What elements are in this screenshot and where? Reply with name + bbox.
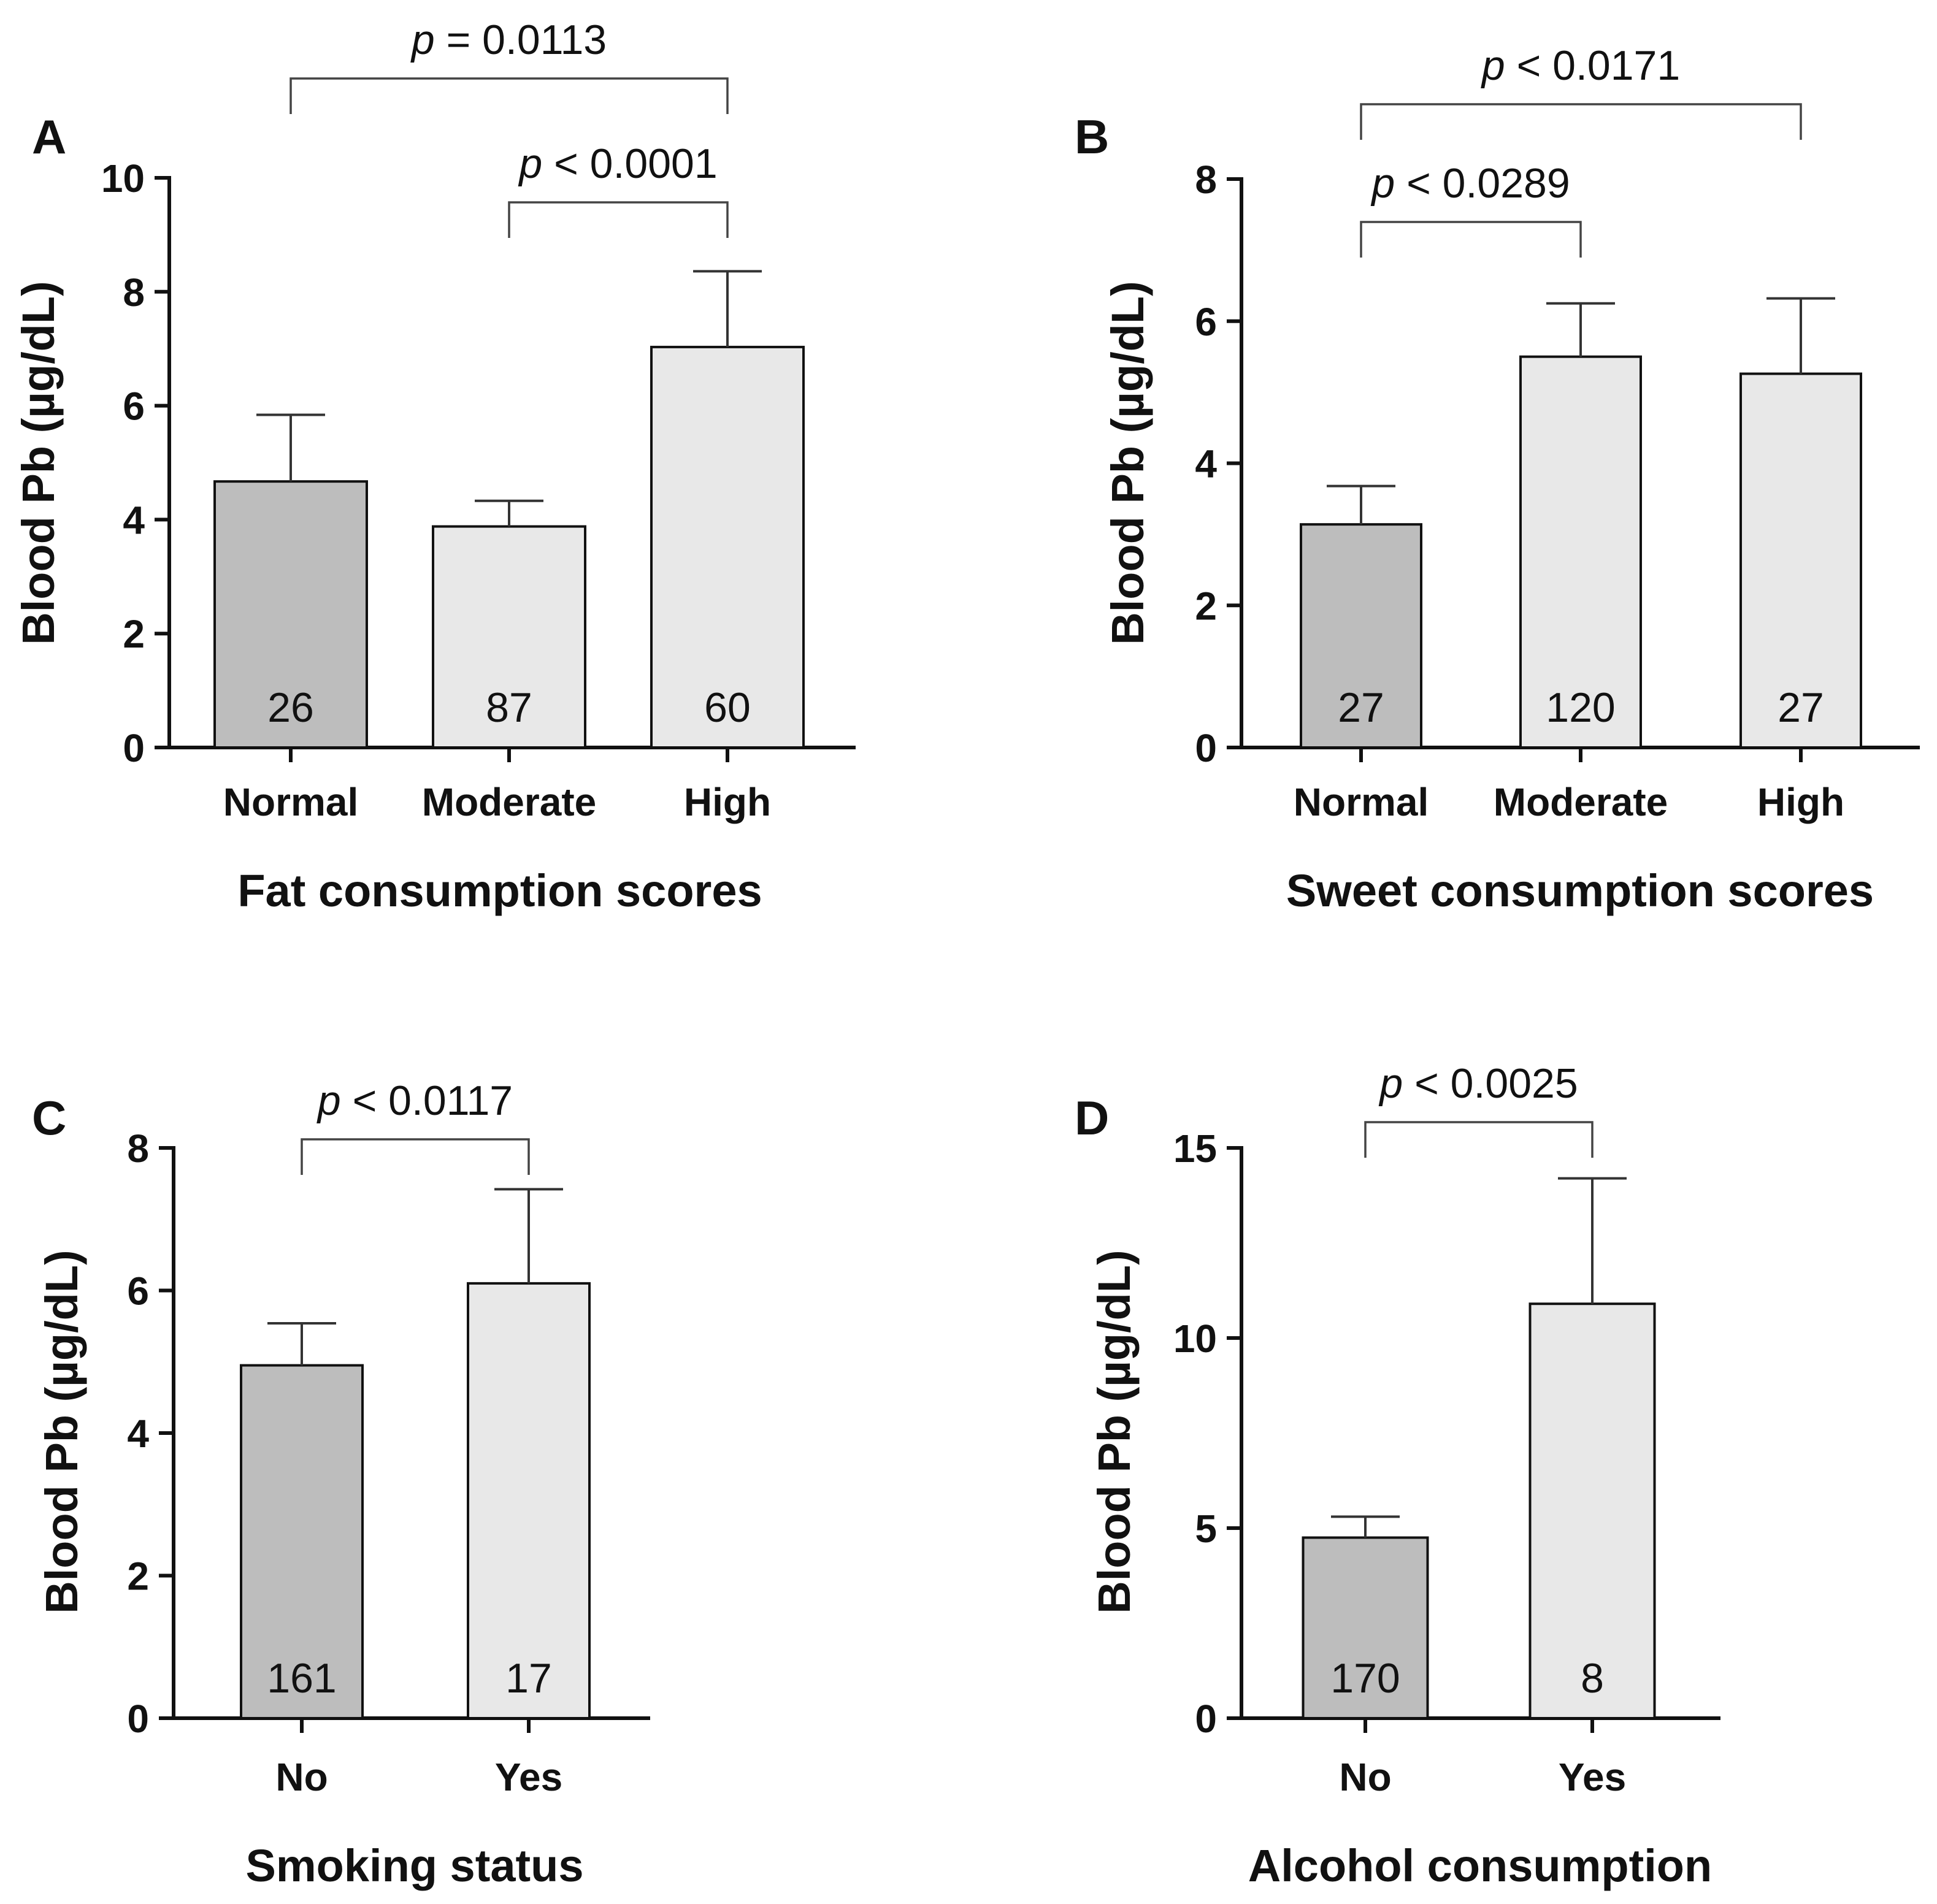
n-label: 170 — [1330, 1655, 1400, 1702]
panel-letter: C — [32, 1091, 66, 1145]
y-tick-label: 2 — [123, 612, 145, 656]
p-value-label: p < 0.0289 — [1370, 160, 1570, 207]
panel-letter: A — [32, 110, 66, 164]
n-label: 161 — [267, 1655, 336, 1702]
x-axis-title: Alcohol consumption — [1248, 1840, 1712, 1891]
y-tick-label: 15 — [1173, 1126, 1217, 1171]
y-tick-label: 8 — [127, 1126, 149, 1171]
p-value-label: p = 0.0113 — [410, 17, 607, 63]
y-axis-title: Blood Pb (µg/dL) — [36, 1250, 87, 1613]
category-label: High — [1757, 780, 1844, 824]
y-tick-label: 2 — [127, 1554, 149, 1599]
n-label: 27 — [1338, 684, 1384, 731]
bar — [1739, 372, 1862, 749]
category-label: High — [684, 780, 771, 824]
y-axis-title: Blood Pb (µg/dL) — [1102, 281, 1153, 644]
y-axis-title: Blood Pb (µg/dL) — [13, 281, 64, 644]
y-tick-label: 10 — [101, 156, 145, 201]
bar — [1302, 1536, 1429, 1719]
x-axis-title: Smoking status — [246, 1840, 584, 1891]
x-axis-title: Fat consumption scores — [237, 865, 762, 916]
bar — [467, 1282, 591, 1719]
y-tick-label: 4 — [127, 1412, 149, 1456]
y-tick-label: 5 — [1195, 1507, 1217, 1551]
category-label: No — [1339, 1755, 1391, 1799]
category-label: Normal — [1294, 780, 1429, 824]
panel-letter: D — [1075, 1091, 1109, 1145]
category-label: Normal — [223, 780, 359, 824]
p-value-label: p < 0.0171 — [1481, 42, 1680, 89]
p-value-label: p < 0.0001 — [518, 140, 717, 187]
y-tick-label: 0 — [123, 726, 145, 770]
p-value-label: p < 0.0025 — [1378, 1060, 1578, 1107]
significance-bracket — [1360, 221, 1582, 258]
y-tick-label: 4 — [123, 498, 145, 542]
category-label: Moderate — [422, 780, 597, 824]
panel-a: A 0 2 4 6 8 10 26 Normal 87 Moderate 60 High Fat cons… — [13, 17, 856, 916]
bar — [1519, 355, 1642, 749]
significance-bracket — [1364, 1121, 1594, 1158]
p-value-label: p < 0.0117 — [316, 1077, 513, 1124]
significance-bracket — [301, 1138, 530, 1175]
category-label: Moderate — [1494, 780, 1668, 824]
significance-bracket — [508, 201, 729, 238]
bar — [432, 525, 586, 749]
y-tick-label: 0 — [1195, 726, 1217, 770]
panel-d: D 0 5 10 15 170 No 8 Yes Alcohol consumption Blood… — [1075, 1060, 1720, 1891]
y-tick-label: 10 — [1173, 1317, 1217, 1361]
n-label: 60 — [704, 684, 751, 731]
n-label: 8 — [1581, 1655, 1604, 1702]
y-tick-label: 8 — [1195, 158, 1217, 202]
y-tick-label: 4 — [1195, 442, 1217, 486]
y-tick-label: 8 — [123, 270, 145, 315]
panel-b: B 0 2 4 6 8 27 Normal 120 Moderate 27 High Sweet con… — [1075, 42, 1920, 916]
y-tick-label: 6 — [1195, 300, 1217, 344]
y-tick-label: 0 — [127, 1697, 149, 1741]
n-label: 87 — [486, 684, 532, 731]
panel-c: C 0 2 4 6 8 161 No 17 Yes Smoking status Blood Pb (… — [32, 1077, 650, 1891]
n-label: 27 — [1778, 684, 1824, 731]
y-tick-label: 2 — [1195, 584, 1217, 628]
y-tick-label: 6 — [123, 384, 145, 429]
x-axis-title: Sweet consumption scores — [1286, 865, 1874, 916]
category-label: Yes — [1559, 1755, 1626, 1799]
bar — [650, 345, 805, 749]
bar — [213, 480, 368, 749]
y-tick-label: 0 — [1195, 1697, 1217, 1741]
y-tick-label: 6 — [127, 1269, 149, 1313]
category-label: No — [275, 1755, 328, 1799]
panel-letter: B — [1075, 110, 1109, 164]
category-label: Yes — [495, 1755, 562, 1799]
n-label: 120 — [1546, 684, 1615, 731]
significance-bracket — [290, 77, 729, 114]
y-axis-title: Blood Pb (µg/dL) — [1089, 1250, 1140, 1613]
n-label: 17 — [505, 1655, 552, 1702]
significance-bracket — [1360, 103, 1802, 140]
n-label: 26 — [267, 684, 314, 731]
